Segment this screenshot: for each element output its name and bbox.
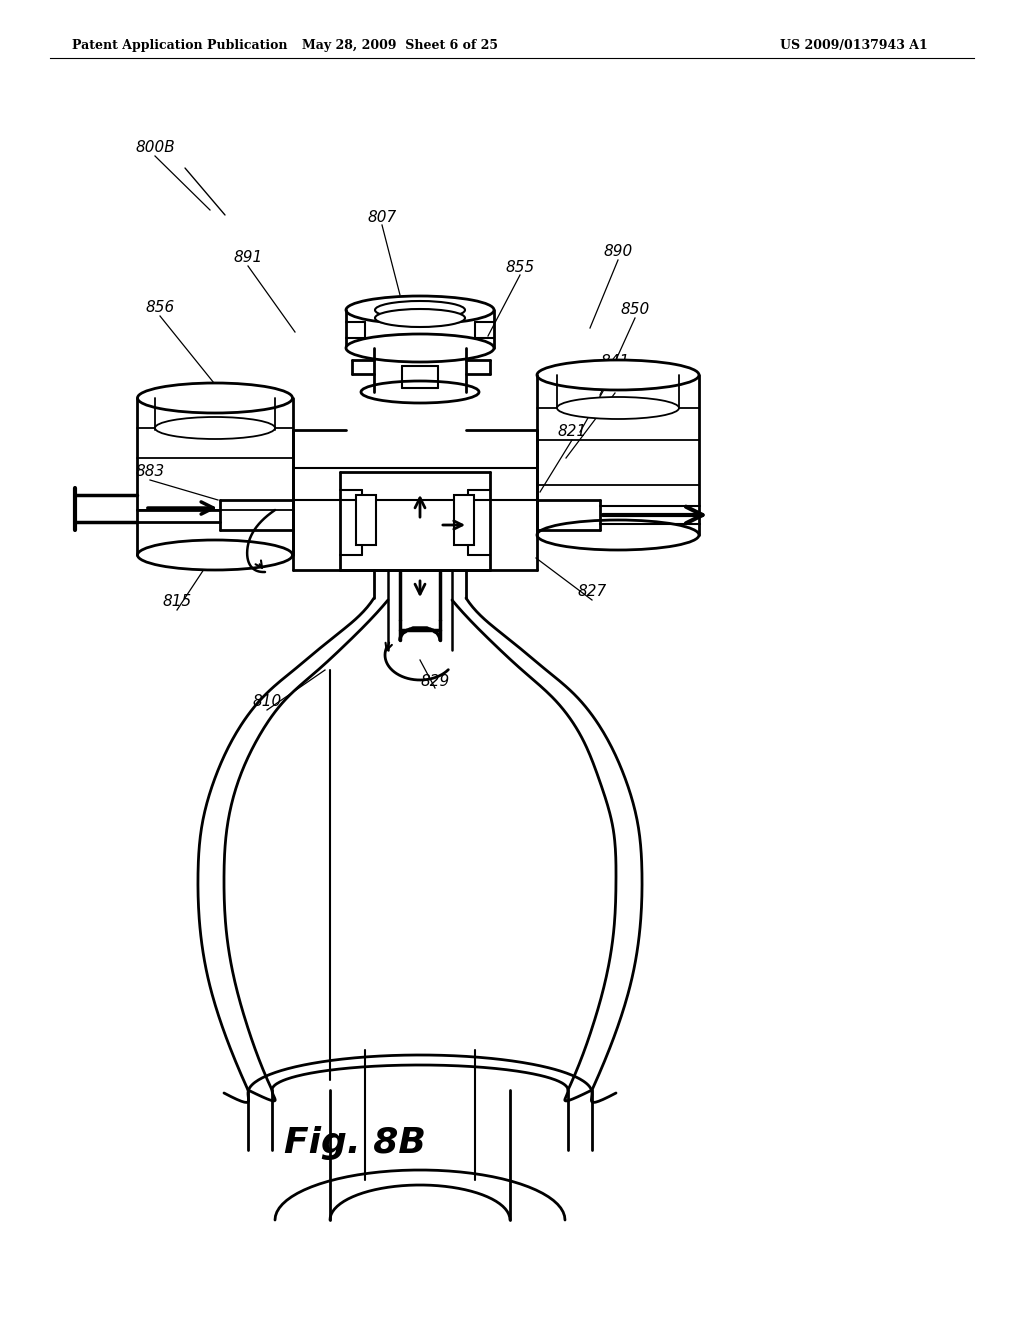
Text: 841: 841: [600, 355, 630, 370]
Ellipse shape: [557, 397, 679, 418]
Ellipse shape: [137, 540, 293, 570]
Text: 800B: 800B: [135, 140, 175, 156]
Text: 890: 890: [603, 244, 633, 260]
Text: 807: 807: [368, 210, 396, 226]
Text: 821: 821: [557, 425, 587, 440]
Text: US 2009/0137943 A1: US 2009/0137943 A1: [780, 38, 928, 51]
Ellipse shape: [537, 360, 699, 389]
Text: 883: 883: [135, 465, 165, 479]
Ellipse shape: [155, 417, 275, 440]
Ellipse shape: [375, 309, 465, 327]
Text: 855: 855: [506, 260, 535, 276]
Text: 810: 810: [252, 694, 282, 710]
Bar: [454, 495, 474, 545]
Text: 891: 891: [233, 251, 262, 265]
Text: 829: 829: [421, 675, 450, 689]
Text: 840: 840: [600, 378, 630, 392]
Text: 827: 827: [578, 585, 606, 599]
Ellipse shape: [361, 381, 479, 403]
Text: 815: 815: [163, 594, 191, 610]
Bar: [356, 495, 376, 545]
Text: May 28, 2009  Sheet 6 of 25: May 28, 2009 Sheet 6 of 25: [302, 38, 498, 51]
Text: Patent Application Publication: Patent Application Publication: [72, 38, 288, 51]
Ellipse shape: [537, 520, 699, 550]
Text: 850: 850: [621, 302, 649, 318]
Ellipse shape: [346, 296, 494, 323]
Ellipse shape: [375, 301, 465, 319]
Ellipse shape: [346, 334, 494, 362]
Text: Fig. 8B: Fig. 8B: [284, 1126, 426, 1160]
Text: 856: 856: [145, 301, 175, 315]
Ellipse shape: [137, 383, 293, 413]
